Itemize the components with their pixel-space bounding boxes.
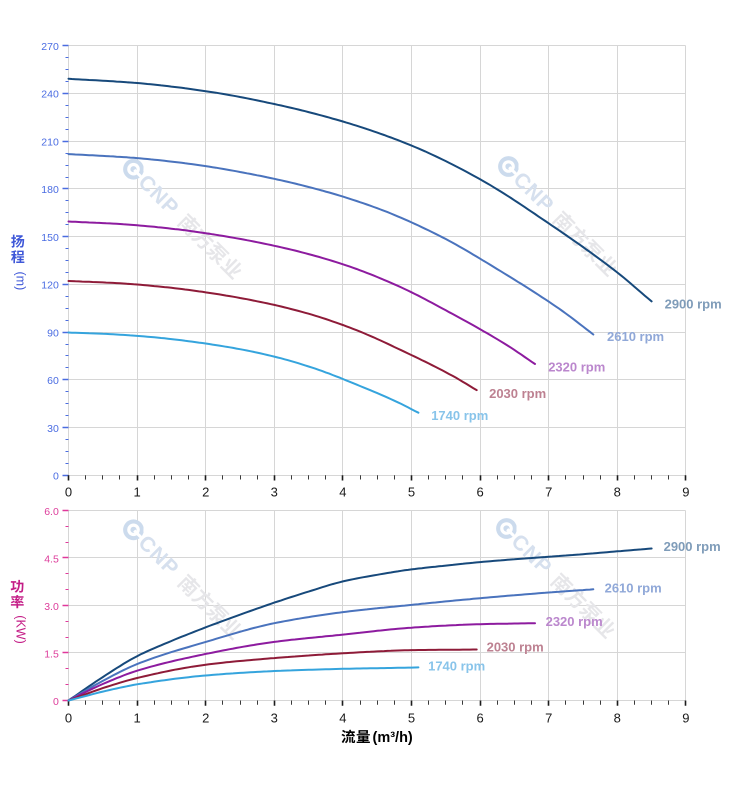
svg-text:180: 180	[41, 184, 59, 196]
svg-text:6.0: 6.0	[44, 506, 59, 518]
svg-text:2900 rpm: 2900 rpm	[665, 297, 722, 312]
svg-text:1740 rpm: 1740 rpm	[428, 659, 485, 674]
svg-text:240: 240	[41, 89, 59, 101]
svg-text:6: 6	[476, 711, 483, 726]
svg-text:30: 30	[47, 423, 59, 435]
svg-text:0: 0	[53, 471, 59, 483]
svg-text:5: 5	[408, 485, 415, 500]
svg-text:1: 1	[133, 485, 140, 500]
svg-text:CNP: CNP	[509, 168, 559, 218]
svg-text:2030 rpm: 2030 rpm	[489, 386, 546, 401]
svg-text:3: 3	[271, 485, 278, 500]
svg-text:1.5: 1.5	[44, 648, 59, 660]
svg-text:3: 3	[271, 711, 278, 726]
svg-text:1: 1	[133, 711, 140, 726]
svg-text:150: 150	[41, 232, 59, 244]
svg-text:0: 0	[65, 485, 72, 500]
svg-text:2030 rpm: 2030 rpm	[487, 640, 544, 655]
svg-text:0: 0	[53, 696, 59, 708]
svg-text:90: 90	[47, 327, 59, 339]
svg-text:CNP: CNP	[134, 531, 184, 581]
svg-text:0: 0	[65, 711, 72, 726]
svg-text:5: 5	[408, 711, 415, 726]
svg-text:2: 2	[202, 485, 209, 500]
svg-text:1740 rpm: 1740 rpm	[431, 408, 488, 423]
svg-text:9: 9	[682, 485, 689, 500]
svg-text:270: 270	[41, 41, 59, 53]
svg-text:2900 rpm: 2900 rpm	[664, 539, 721, 554]
svg-text:210: 210	[41, 137, 59, 149]
svg-text:4: 4	[339, 711, 346, 726]
svg-text:4: 4	[339, 485, 346, 500]
svg-text:60: 60	[47, 375, 59, 387]
svg-text:CNP: CNP	[134, 171, 184, 221]
svg-text:(m³/h): (m³/h)	[373, 730, 413, 746]
svg-text:2: 2	[202, 711, 209, 726]
svg-text:7: 7	[545, 711, 552, 726]
svg-text:4.5: 4.5	[44, 553, 59, 565]
svg-text:2610 rpm: 2610 rpm	[607, 329, 664, 344]
svg-text:(m): (m)	[14, 272, 28, 291]
svg-text:8: 8	[614, 711, 621, 726]
svg-text:2320 rpm: 2320 rpm	[546, 614, 603, 629]
svg-text:120: 120	[41, 280, 59, 292]
svg-text:9: 9	[682, 711, 689, 726]
svg-text:8: 8	[614, 485, 621, 500]
svg-text:6: 6	[476, 485, 483, 500]
svg-text:(KW): (KW)	[14, 615, 28, 643]
svg-text:2610 rpm: 2610 rpm	[605, 581, 662, 596]
svg-text:3.0: 3.0	[44, 601, 59, 613]
svg-text:2320 rpm: 2320 rpm	[548, 359, 605, 374]
svg-text:7: 7	[545, 485, 552, 500]
